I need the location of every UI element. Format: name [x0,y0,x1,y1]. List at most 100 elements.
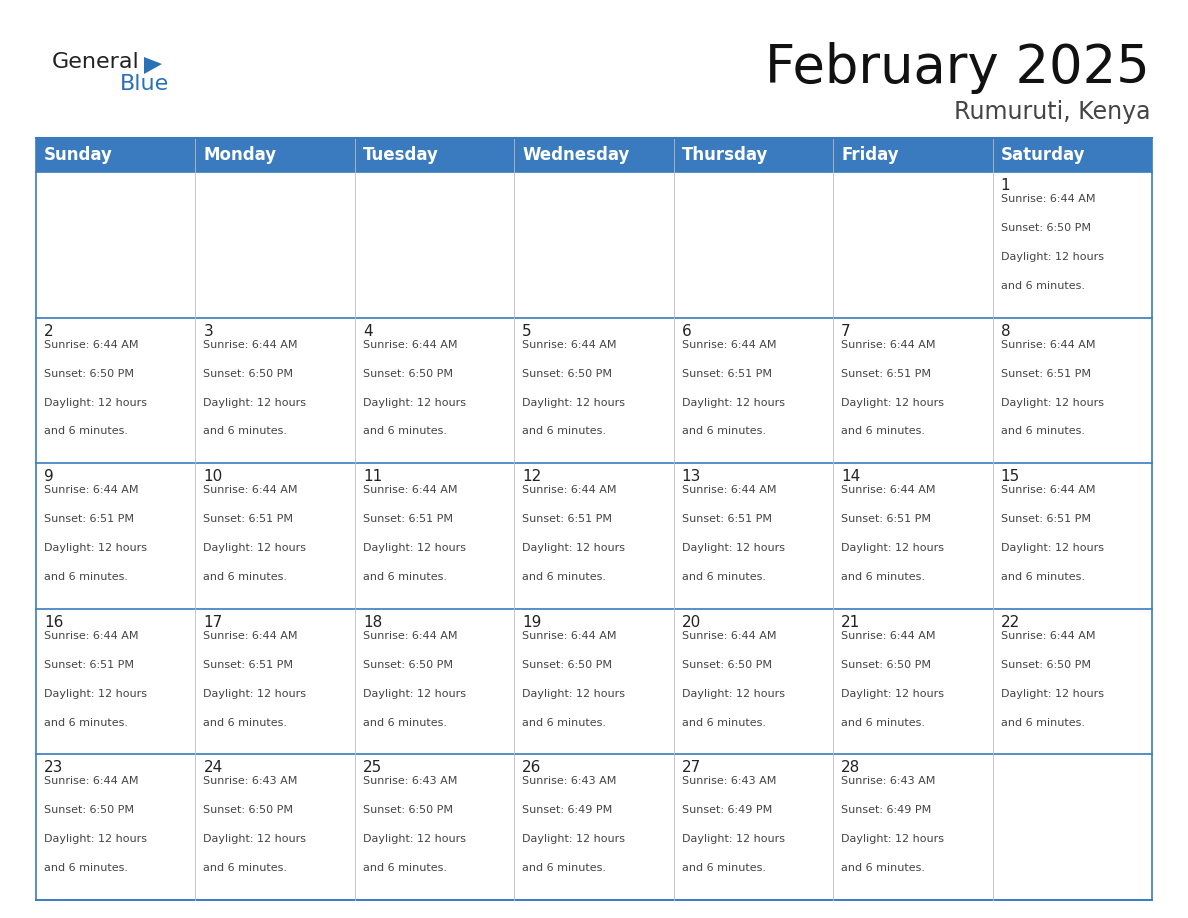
Text: Sunrise: 6:44 AM: Sunrise: 6:44 AM [682,631,776,641]
Bar [514,464,674,609]
Text: Sunset: 6:51 PM: Sunset: 6:51 PM [1000,514,1091,524]
Text: Sunset: 6:51 PM: Sunset: 6:51 PM [362,514,453,524]
Text: and 6 minutes.: and 6 minutes. [841,863,925,873]
Bar [355,318,514,464]
Text: and 6 minutes.: and 6 minutes. [44,427,128,436]
Text: and 6 minutes.: and 6 minutes. [682,718,766,728]
Text: Sunset: 6:51 PM: Sunset: 6:51 PM [682,514,772,524]
Text: 26: 26 [523,760,542,776]
Text: Sunrise: 6:43 AM: Sunrise: 6:43 AM [362,777,457,787]
Text: Daylight: 12 hours: Daylight: 12 hours [523,688,625,699]
Text: Sunset: 6:50 PM: Sunset: 6:50 PM [44,368,134,378]
Bar [674,609,833,755]
Text: Daylight: 12 hours: Daylight: 12 hours [1000,397,1104,408]
Text: Sunrise: 6:44 AM: Sunrise: 6:44 AM [362,631,457,641]
Text: and 6 minutes.: and 6 minutes. [841,572,925,582]
Bar [833,609,992,755]
Text: Monday: Monday [203,146,277,164]
Text: Sunrise: 6:44 AM: Sunrise: 6:44 AM [44,340,139,350]
Text: 1: 1 [1000,178,1010,193]
Text: 17: 17 [203,615,222,630]
Text: Sunday: Sunday [44,146,113,164]
Bar [833,138,992,172]
Text: Daylight: 12 hours: Daylight: 12 hours [841,688,944,699]
Text: Sunset: 6:51 PM: Sunset: 6:51 PM [682,368,772,378]
Text: Sunrise: 6:44 AM: Sunrise: 6:44 AM [682,340,776,350]
Bar [674,138,833,172]
Text: 24: 24 [203,760,222,776]
Bar [833,755,992,900]
Text: Daylight: 12 hours: Daylight: 12 hours [44,834,147,845]
Text: and 6 minutes.: and 6 minutes. [44,718,128,728]
Bar [992,464,1152,609]
Bar [833,172,992,318]
Bar [36,172,196,318]
Text: Sunrise: 6:44 AM: Sunrise: 6:44 AM [362,486,457,495]
Text: Sunrise: 6:43 AM: Sunrise: 6:43 AM [523,777,617,787]
Text: 14: 14 [841,469,860,484]
Bar [355,609,514,755]
Text: and 6 minutes.: and 6 minutes. [523,718,606,728]
Bar [196,464,355,609]
Text: 5: 5 [523,324,532,339]
Text: Daylight: 12 hours: Daylight: 12 hours [362,688,466,699]
Bar [514,755,674,900]
Text: Daylight: 12 hours: Daylight: 12 hours [44,543,147,554]
Text: and 6 minutes.: and 6 minutes. [523,572,606,582]
Text: Daylight: 12 hours: Daylight: 12 hours [1000,252,1104,262]
Text: Daylight: 12 hours: Daylight: 12 hours [523,543,625,554]
Bar [196,755,355,900]
Text: Daylight: 12 hours: Daylight: 12 hours [203,834,307,845]
Text: Sunset: 6:50 PM: Sunset: 6:50 PM [203,805,293,815]
Text: 20: 20 [682,615,701,630]
Text: 9: 9 [44,469,53,484]
Text: Sunrise: 6:44 AM: Sunrise: 6:44 AM [1000,631,1095,641]
Text: Sunset: 6:51 PM: Sunset: 6:51 PM [44,660,134,670]
Text: Sunrise: 6:44 AM: Sunrise: 6:44 AM [682,486,776,495]
Text: and 6 minutes.: and 6 minutes. [362,718,447,728]
Text: Sunset: 6:50 PM: Sunset: 6:50 PM [523,660,612,670]
Bar [514,172,674,318]
Text: Sunrise: 6:44 AM: Sunrise: 6:44 AM [203,631,298,641]
Text: Sunrise: 6:43 AM: Sunrise: 6:43 AM [841,777,935,787]
Text: 18: 18 [362,615,383,630]
Bar [514,318,674,464]
Bar [514,609,674,755]
Text: Sunset: 6:50 PM: Sunset: 6:50 PM [523,368,612,378]
Text: Daylight: 12 hours: Daylight: 12 hours [841,834,944,845]
Text: Sunrise: 6:44 AM: Sunrise: 6:44 AM [1000,194,1095,204]
Text: Sunrise: 6:44 AM: Sunrise: 6:44 AM [44,777,139,787]
Text: 21: 21 [841,615,860,630]
Bar [674,755,833,900]
Text: Sunset: 6:50 PM: Sunset: 6:50 PM [1000,223,1091,233]
Text: General: General [52,52,140,72]
Text: Sunrise: 6:44 AM: Sunrise: 6:44 AM [1000,486,1095,495]
Text: and 6 minutes.: and 6 minutes. [841,427,925,436]
Text: 28: 28 [841,760,860,776]
Text: Sunrise: 6:44 AM: Sunrise: 6:44 AM [523,631,617,641]
Text: Blue: Blue [120,74,169,94]
Bar [833,318,992,464]
Text: Friday: Friday [841,146,899,164]
Text: 8: 8 [1000,324,1010,339]
Bar [196,172,355,318]
Bar [36,318,196,464]
Text: and 6 minutes.: and 6 minutes. [362,863,447,873]
Text: and 6 minutes.: and 6 minutes. [1000,281,1085,291]
Text: and 6 minutes.: and 6 minutes. [523,863,606,873]
Text: Daylight: 12 hours: Daylight: 12 hours [362,397,466,408]
Text: Sunset: 6:51 PM: Sunset: 6:51 PM [523,514,612,524]
Text: Sunset: 6:50 PM: Sunset: 6:50 PM [362,660,453,670]
Text: Daylight: 12 hours: Daylight: 12 hours [682,543,785,554]
Text: Daylight: 12 hours: Daylight: 12 hours [203,688,307,699]
Bar [674,464,833,609]
Text: Sunrise: 6:44 AM: Sunrise: 6:44 AM [44,631,139,641]
Bar [355,755,514,900]
Text: Daylight: 12 hours: Daylight: 12 hours [1000,543,1104,554]
Text: Daylight: 12 hours: Daylight: 12 hours [841,397,944,408]
Text: Daylight: 12 hours: Daylight: 12 hours [203,543,307,554]
Text: Daylight: 12 hours: Daylight: 12 hours [682,397,785,408]
Text: Sunset: 6:51 PM: Sunset: 6:51 PM [203,514,293,524]
Bar [36,755,196,900]
Bar [833,464,992,609]
